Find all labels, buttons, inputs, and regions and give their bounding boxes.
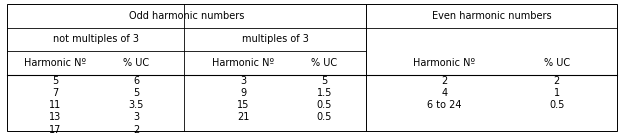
Text: 0.5: 0.5 <box>549 100 564 110</box>
Text: Even harmonic numbers: Even harmonic numbers <box>432 11 551 21</box>
Text: % UC: % UC <box>311 58 338 68</box>
Text: 0.5: 0.5 <box>317 100 332 110</box>
Text: 5: 5 <box>133 88 139 98</box>
Text: 6: 6 <box>133 76 139 86</box>
Text: 6 to 24: 6 to 24 <box>427 100 462 110</box>
Text: 1: 1 <box>553 88 560 98</box>
Text: 11: 11 <box>49 100 61 110</box>
Text: multiples of 3: multiples of 3 <box>241 34 309 45</box>
Text: % UC: % UC <box>123 58 149 68</box>
Text: 3: 3 <box>133 112 139 122</box>
Text: not multiples of 3: not multiples of 3 <box>53 34 139 45</box>
Text: 9: 9 <box>240 88 246 98</box>
Text: Odd harmonic numbers: Odd harmonic numbers <box>129 11 245 21</box>
Text: 1.5: 1.5 <box>317 88 332 98</box>
Text: 2: 2 <box>441 76 447 86</box>
Text: 5: 5 <box>52 76 58 86</box>
Text: 4: 4 <box>441 88 447 98</box>
Text: Harmonic Nº: Harmonic Nº <box>212 58 275 68</box>
Text: % UC: % UC <box>544 58 570 68</box>
Text: 13: 13 <box>49 112 61 122</box>
Text: 15: 15 <box>237 100 250 110</box>
Text: 21: 21 <box>237 112 250 122</box>
Text: 3: 3 <box>240 76 246 86</box>
Text: 0.5: 0.5 <box>317 112 332 122</box>
Text: 2: 2 <box>133 125 139 135</box>
Text: 17: 17 <box>49 125 61 135</box>
Text: 5: 5 <box>321 76 328 86</box>
Text: Harmonic Nº: Harmonic Nº <box>413 58 475 68</box>
Text: 2: 2 <box>553 76 560 86</box>
Text: 3.5: 3.5 <box>129 100 144 110</box>
Text: Harmonic Nº: Harmonic Nº <box>24 58 86 68</box>
Text: 7: 7 <box>52 88 58 98</box>
